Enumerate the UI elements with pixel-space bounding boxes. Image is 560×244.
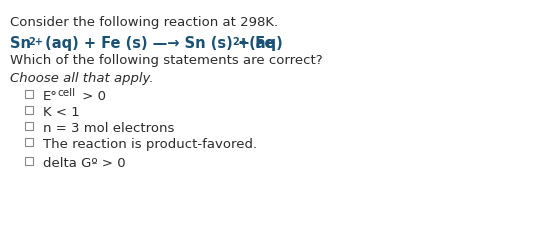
FancyBboxPatch shape (25, 157, 33, 165)
Text: Which of the following statements are correct?: Which of the following statements are co… (10, 54, 323, 67)
Text: Consider the following reaction at 298K.: Consider the following reaction at 298K. (10, 16, 278, 29)
FancyBboxPatch shape (25, 106, 33, 114)
Text: > 0: > 0 (78, 90, 106, 103)
Text: E°: E° (43, 90, 58, 103)
Text: Sn: Sn (10, 36, 31, 51)
Text: K < 1: K < 1 (43, 106, 80, 119)
Text: 2+: 2+ (28, 37, 43, 47)
Text: The reaction is product-favored.: The reaction is product-favored. (43, 138, 257, 151)
Text: Choose all that apply.: Choose all that apply. (10, 72, 153, 85)
Text: (aq): (aq) (244, 36, 283, 51)
Text: (aq) + Fe (s) —→ Sn (s) + Fe: (aq) + Fe (s) —→ Sn (s) + Fe (40, 36, 274, 51)
FancyBboxPatch shape (25, 90, 33, 98)
Text: cell: cell (57, 88, 75, 98)
FancyBboxPatch shape (25, 138, 33, 146)
Text: delta Gº > 0: delta Gº > 0 (43, 157, 125, 170)
Text: 2+: 2+ (232, 37, 247, 47)
Text: n = 3 mol electrons: n = 3 mol electrons (43, 122, 174, 135)
FancyBboxPatch shape (25, 122, 33, 130)
